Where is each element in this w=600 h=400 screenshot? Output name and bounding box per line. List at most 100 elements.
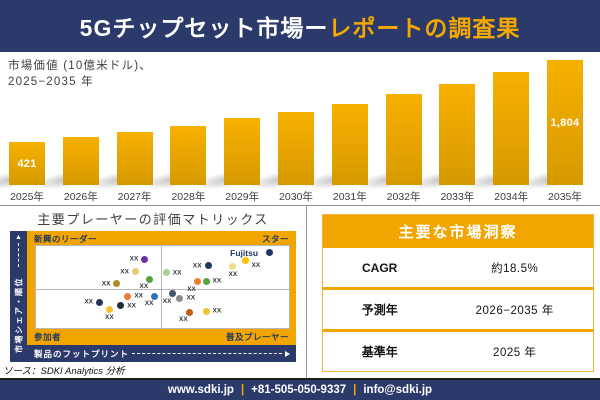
matrix-player-point: XX [84, 298, 103, 306]
footer-website-link[interactable]: www.sdki.jp [167, 384, 234, 396]
matrix-player-point: XX [163, 290, 177, 305]
insights-row: 予測年 2026−2035 年 [323, 287, 593, 329]
x-axis-tick-label: 2027年 [117, 191, 152, 203]
bar-slot: 2033年 [408, 60, 476, 203]
matrix-player-point: XX [202, 307, 221, 315]
x-axis-tick-label: 2028年 [171, 191, 206, 203]
matrix-player-point: XX [193, 262, 212, 270]
insights-row-value: 2025 年 [493, 346, 537, 359]
player-label: XX [120, 268, 129, 276]
chart-bar [170, 126, 207, 185]
footer-email-link[interactable]: info@sdki.jp [363, 384, 433, 396]
x-axis-tick-label: 2025年 [10, 191, 44, 203]
insights-row-label: CAGR [362, 260, 398, 275]
footer-separator: | [353, 384, 357, 396]
matrix-title: 主要プレーヤーの評価マトリックス [37, 212, 269, 227]
insights-row: CAGR 約18.5% [323, 248, 593, 287]
player-label: XX [144, 300, 154, 308]
title-banner: 5Gチップセット市場ー レポートの調査果 [0, 0, 600, 52]
bar-slot: 2034年 [462, 60, 530, 203]
chart-bar [62, 137, 99, 185]
matrix-x-axis-bar: 製品のフットプリント [27, 345, 296, 362]
x-axis-tick-label: 2035年 [548, 191, 582, 203]
x-axis-dashed-line [132, 353, 282, 354]
player-dot [169, 290, 177, 298]
player-label-fujitsu: Fujitsu [230, 247, 259, 258]
player-label: XX [172, 269, 182, 277]
matrix-player-point: XX [242, 256, 260, 269]
player-label: XX [187, 285, 196, 293]
player-dot [96, 298, 103, 306]
player-dot [242, 256, 250, 264]
footer-separator: | [240, 384, 245, 396]
player-dot [202, 307, 210, 315]
matrix-player-point: XX [140, 276, 154, 290]
player-dot [105, 306, 113, 314]
player-dot [266, 249, 274, 257]
player-dot [146, 276, 154, 284]
player-label: XX [179, 316, 188, 324]
player-label: XX [162, 297, 172, 305]
quadrant-label-star: スター [261, 234, 289, 244]
player-label: XX [134, 292, 143, 300]
chart-subtitle-line1: 市場価値 (10億米ドル)、 [8, 60, 152, 72]
market-insights-table: 主要な市場洞察 CAGR 約18.5% 予測年 2026−2035 年基準年 2025 … [322, 214, 594, 372]
player-label: XX [228, 271, 238, 278]
quadrant-label-participants: 参加者 [34, 332, 62, 342]
bar-slot: 2031年 [300, 60, 368, 203]
bar-slot: 421 2025年 [0, 60, 45, 203]
bar-value-label: 1,804 [550, 116, 580, 129]
footer-phone[interactable]: +81-505-050-9337 [251, 384, 347, 396]
player-label: XX [186, 294, 196, 302]
insights-row: 基準年 2025 年 [323, 329, 593, 371]
player-dot [185, 309, 193, 317]
page-title-main: 5Gチップセット市場ー [79, 15, 329, 41]
chart-bar [331, 104, 368, 185]
x-axis-tick-label: 2031年 [332, 191, 367, 203]
footer-contact-bar: www.sdki.jp | +81-505-050-9337 | info@sdki.j… [0, 380, 600, 400]
matrix-player-point: XX [202, 277, 221, 285]
player-label: XX [127, 302, 136, 310]
player-dot [124, 292, 132, 300]
player-dot [193, 278, 201, 286]
x-axis-tick-label: 2026年 [63, 191, 98, 203]
x-axis-tick-label: 2030年 [279, 191, 313, 203]
x-axis-tick-label: 2033年 [440, 191, 475, 203]
bar-slot: 2028年 [139, 60, 207, 203]
matrix-player-point: Fujitsu [230, 248, 274, 258]
player-label: XX [84, 298, 93, 306]
y-axis-arrow-icon: ▲ [15, 234, 22, 241]
matrix-player-point: XX [187, 278, 201, 293]
quadrant-label-pervasive-players: 普及プレーヤー [225, 332, 289, 342]
chart-subtitle: 市場価値 (10億米ドル)、 2025−2035 年 [8, 59, 152, 90]
page-title-accent: レポートの調査果 [328, 15, 521, 41]
matrix-quadrant-frame: 新興のリーダー スター 参加者 普及プレーヤー XX XX XX XX XX XX XX XX… [27, 231, 296, 345]
bar-chart: 421 2025年 2026年 2027年 2028年 2029年 2030年 2031年 20… [0, 60, 583, 203]
horizontal-divider [0, 205, 600, 206]
quadrant-label-emerging-leaders: 新興のリーダー [34, 234, 98, 244]
chart-subtitle-line2: 2025−2035 年 [8, 75, 94, 88]
player-label: XX [251, 262, 261, 270]
chart-bar: 421 [9, 142, 45, 185]
player-dot [202, 277, 210, 285]
chart-bar [385, 94, 422, 185]
player-dot [113, 280, 121, 288]
matrix-player-point: XX [162, 269, 181, 277]
player-dot [117, 302, 125, 310]
matrix-player-point: XX [130, 255, 149, 263]
x-axis-tick-label: 2034年 [494, 191, 529, 203]
chart-bar [277, 112, 314, 185]
chart-bar [224, 118, 261, 185]
bar-slot: 2032年 [354, 60, 422, 203]
insights-rows: CAGR 約18.5% 予測年 2026−2035 年基準年 2025 年 [323, 248, 593, 371]
player-dot [229, 263, 237, 270]
y-axis-label: 市場シェア・順位 [14, 276, 23, 353]
matrix-player-point: XX [145, 292, 159, 307]
matrix-player-point: XX [120, 268, 139, 276]
x-axis-label: 製品のフットプリント [34, 348, 130, 359]
bar-value-label: 421 [17, 157, 37, 170]
bar-slot: 2026年 [31, 60, 99, 203]
matrix-player-point: XX [179, 309, 193, 323]
bar-slot: 1,804 2035年 [516, 60, 583, 203]
